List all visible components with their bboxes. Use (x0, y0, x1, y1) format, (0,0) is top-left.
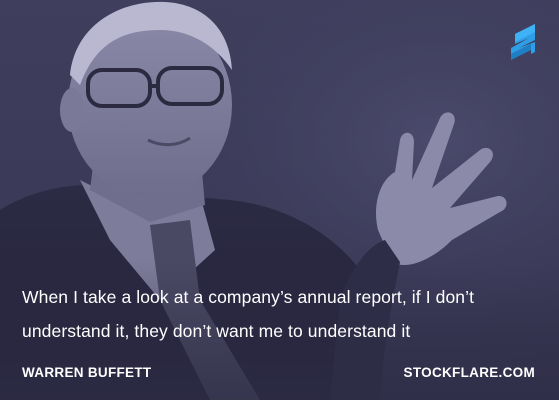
author-name: WARREN BUFFETT (22, 365, 152, 380)
stockflare-s-logo-icon (511, 24, 535, 64)
website-label: STOCKFLARE.COM (403, 365, 535, 380)
quote-text: When I take a look at a company’s annual… (22, 287, 475, 341)
